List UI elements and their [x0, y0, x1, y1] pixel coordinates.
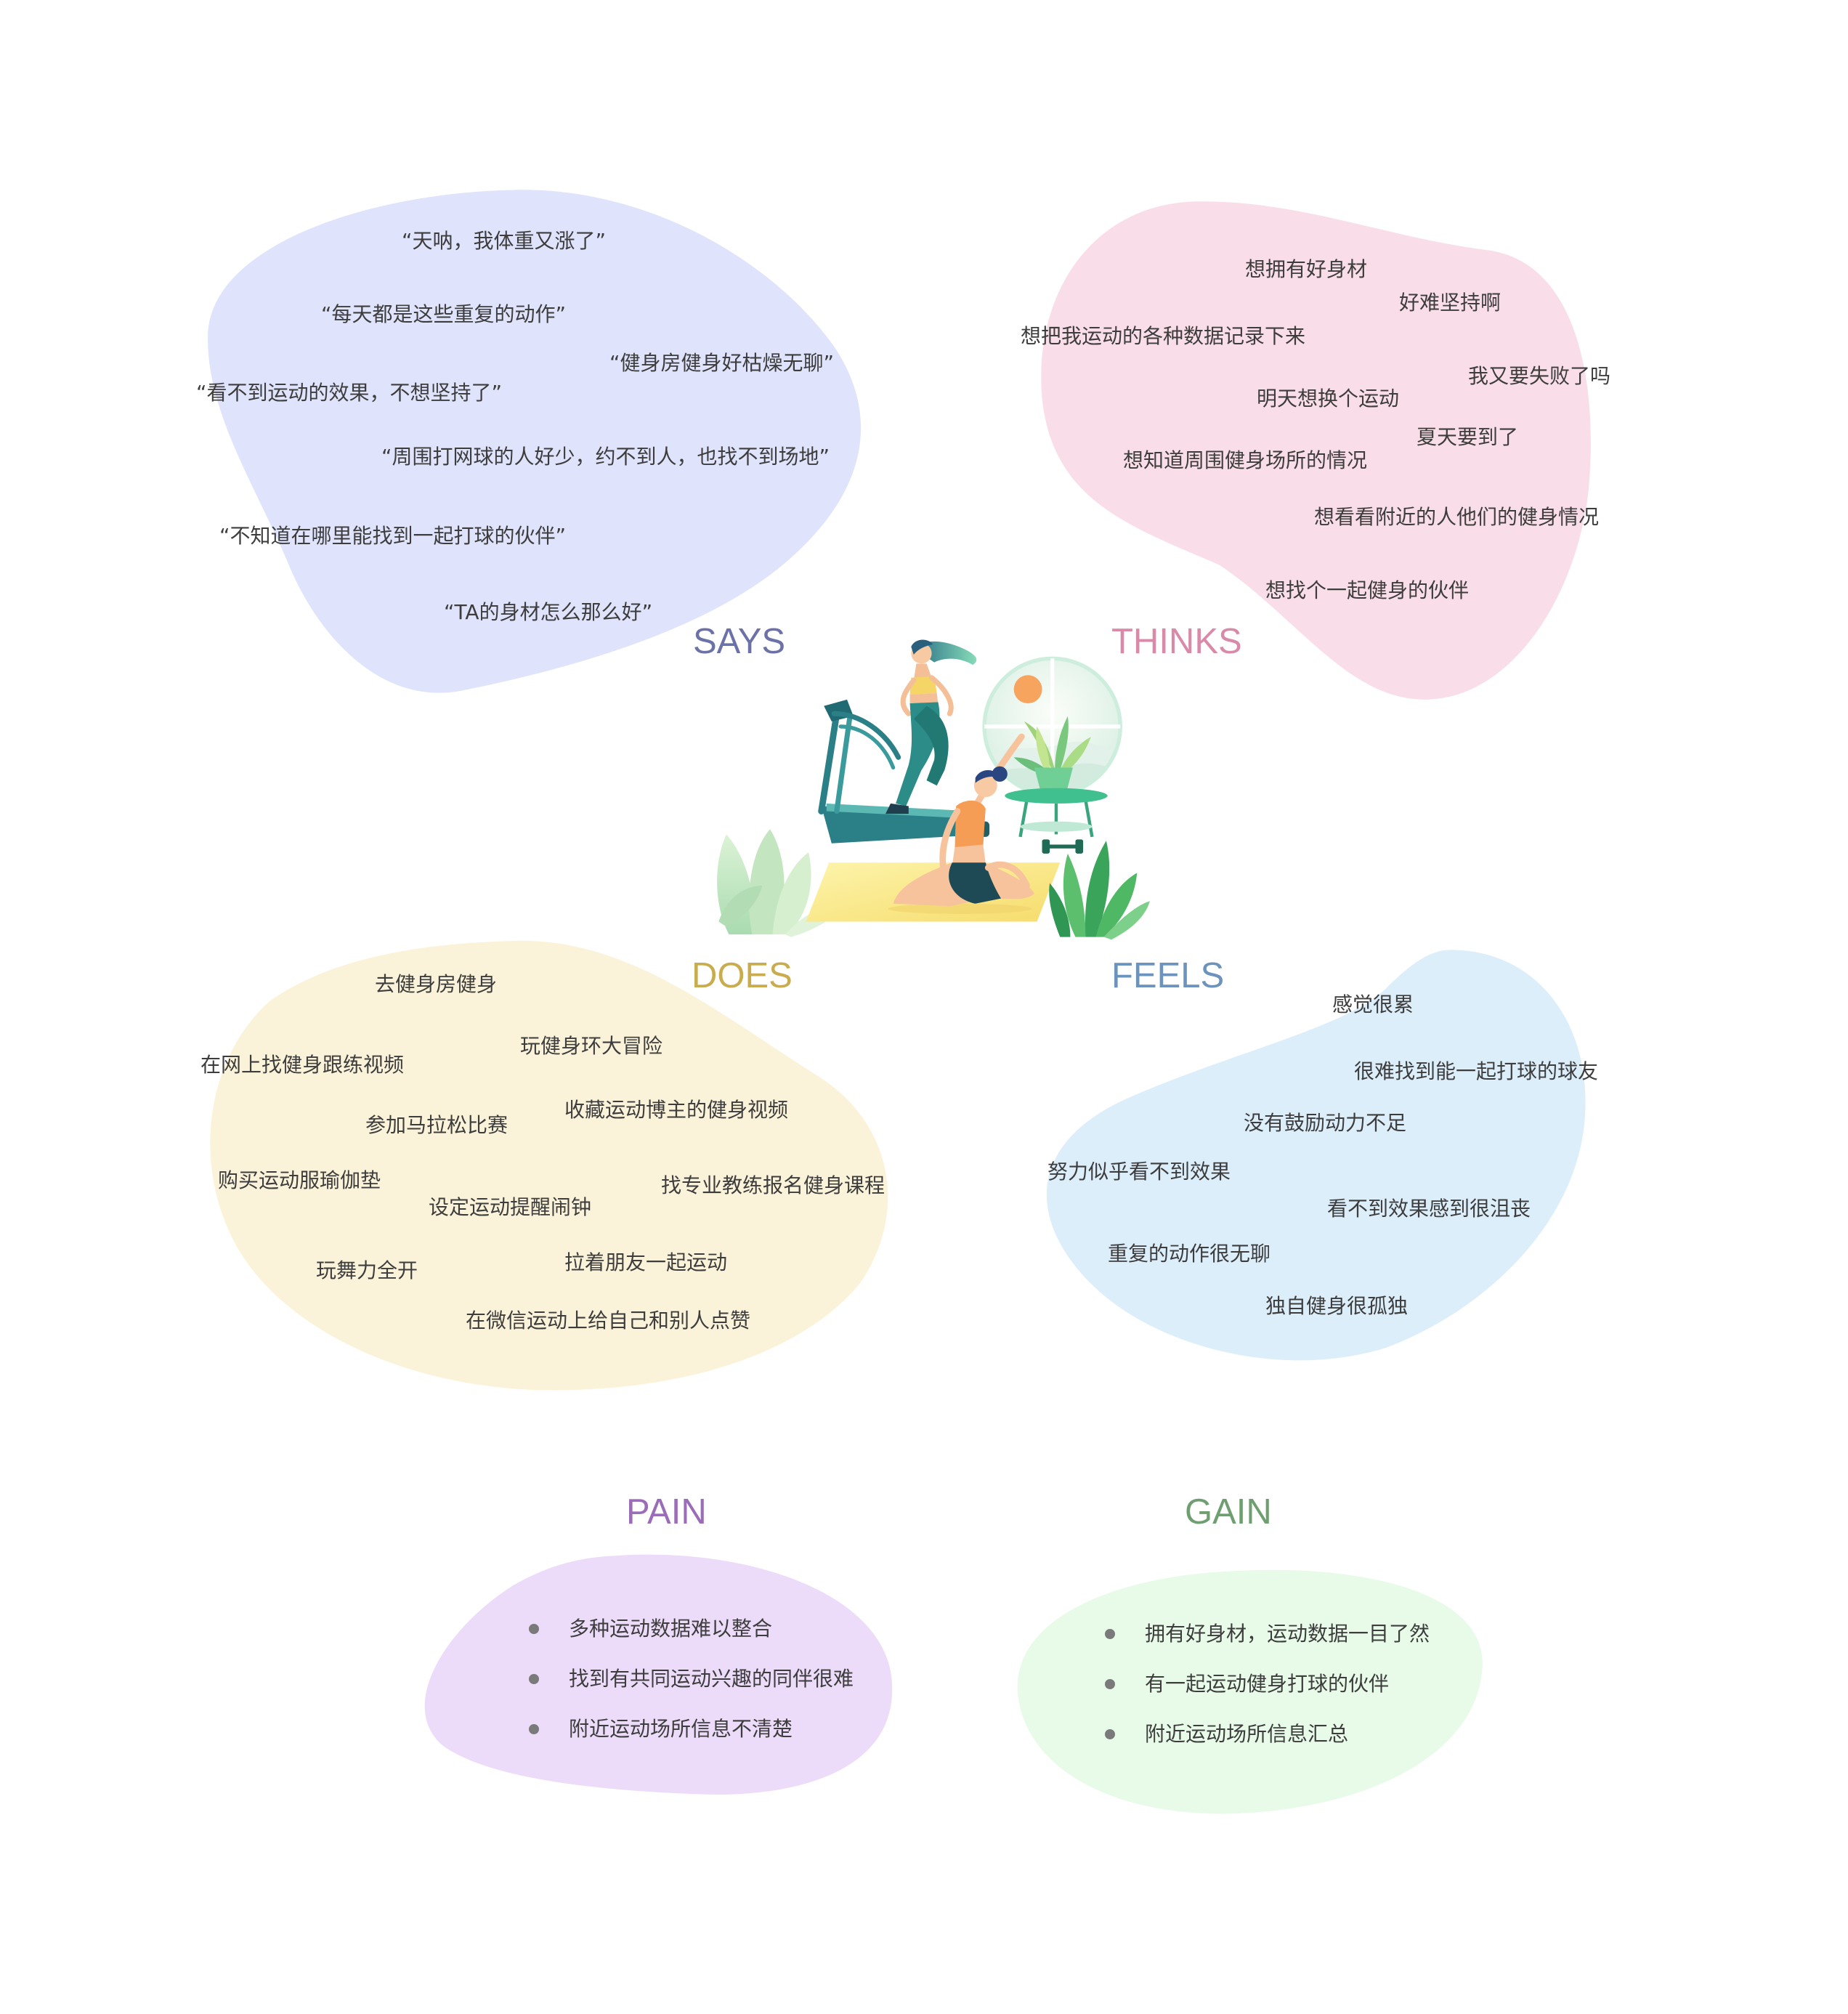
right-plant — [1049, 841, 1150, 940]
does-label: DOES — [692, 956, 793, 995]
does-item: 在网上找健身跟练视频 — [200, 1053, 405, 1077]
thinks-item: 想知道周围健身场所的情况 — [1123, 448, 1368, 472]
thinks-blob — [1041, 201, 1591, 700]
gain-item: 附近运动场所信息汇总 — [1145, 1722, 1349, 1746]
thinks-item: 想把我运动的各种数据记录下来 — [1021, 324, 1306, 348]
thinks-item: 好难坚持啊 — [1399, 291, 1502, 315]
says-item: “天呐，我体重又涨了” — [402, 229, 607, 253]
bullet-icon — [1105, 1729, 1115, 1739]
feels-item: 很难找到能一起打球的球友 — [1354, 1059, 1599, 1083]
side-table — [1005, 788, 1108, 838]
does-blob — [210, 940, 888, 1391]
dumbbell-icon — [1042, 839, 1084, 854]
gain-label: GAIN — [1185, 1492, 1272, 1532]
says-item: “周围打网球的人好少，约不到人，也找不到场地” — [381, 445, 830, 469]
thinks-item: 我又要失败了吗 — [1468, 364, 1611, 388]
pain-item: 附近运动场所信息不清楚 — [569, 1717, 793, 1741]
potted-plant — [1013, 716, 1091, 793]
feels-label: FEELS — [1111, 956, 1225, 995]
feels-item: 没有鼓励动力不足 — [1244, 1111, 1407, 1135]
does-item: 设定运动提醒闹钟 — [429, 1195, 592, 1219]
thinks-item: 明天想换个运动 — [1257, 387, 1400, 411]
gain-item: 拥有好身材，运动数据一目了然 — [1145, 1622, 1430, 1646]
pain-item: 多种运动数据难以整合 — [569, 1617, 773, 1641]
bullet-icon — [1105, 1679, 1115, 1689]
does-item: 购买运动服瑜伽垫 — [218, 1168, 381, 1192]
bullet-icon — [1105, 1629, 1115, 1639]
feels-blob — [1046, 950, 1586, 1361]
feels-item: 看不到效果感到很沮丧 — [1327, 1197, 1531, 1221]
bullet-icon — [529, 1674, 539, 1684]
feels-item: 努力似乎看不到效果 — [1047, 1160, 1231, 1184]
does-item: 去健身房健身 — [375, 972, 498, 996]
says-item: “TA的身材怎么那么好” — [444, 600, 653, 624]
thinks-item: 想看看附近的人他们的健身情况 — [1314, 505, 1600, 529]
thinks-item: 想找个一起健身的伙伴 — [1265, 578, 1470, 602]
thinks-item: 夏天要到了 — [1417, 425, 1519, 449]
bullet-icon — [529, 1624, 539, 1634]
gain-item: 有一起运动健身打球的伙伴 — [1145, 1672, 1390, 1696]
does-item: 拉着朋友一起运动 — [564, 1250, 728, 1274]
fitness-illustration — [717, 639, 1150, 940]
does-item: 玩健身环大冒险 — [520, 1034, 663, 1058]
feels-item: 独自健身很孤独 — [1265, 1294, 1409, 1318]
left-leaves — [717, 829, 848, 937]
thinks-item: 想拥有好身材 — [1245, 257, 1368, 281]
pain-blob — [424, 1554, 893, 1795]
does-item: 在微信运动上给自己和别人点赞 — [466, 1309, 751, 1332]
says-item: “不知道在哪里能找到一起打球的伙伴” — [219, 524, 567, 548]
bullet-icon — [529, 1724, 539, 1734]
does-item: 玩舞力全开 — [316, 1258, 418, 1282]
says-item: “健身房健身好枯燥无聊” — [609, 351, 835, 375]
pain-label: PAIN — [626, 1492, 707, 1532]
feels-item: 感觉很累 — [1332, 992, 1414, 1016]
says-label: SAYS — [693, 622, 786, 661]
sun-icon — [1013, 675, 1042, 704]
says-item: “每天都是这些重复的动作” — [321, 302, 567, 326]
yoga-woman — [888, 733, 1034, 914]
does-item: 收藏运动博主的健身视频 — [564, 1098, 789, 1122]
pain-item: 找到有共同运动兴趣的同伴很难 — [569, 1667, 854, 1691]
says-blob — [208, 190, 862, 693]
does-item: 参加马拉松比赛 — [365, 1113, 508, 1137]
does-item: 找专业教练报名健身课程 — [661, 1173, 885, 1197]
thinks-label: THINKS — [1111, 622, 1242, 661]
runner-woman — [885, 639, 977, 814]
feels-item: 重复的动作很无聊 — [1108, 1242, 1271, 1266]
says-item: “看不到运动的效果，不想坚持了” — [196, 381, 503, 405]
gain-blob — [1017, 1569, 1483, 1814]
